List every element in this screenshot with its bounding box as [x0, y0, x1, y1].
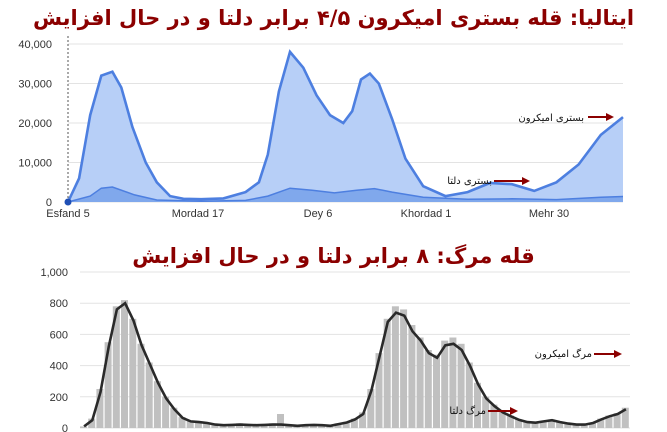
chart2-y-tick-label: 400	[50, 361, 68, 373]
chart2-bar	[621, 407, 629, 428]
chart2-bar	[145, 362, 153, 428]
chart2-bar	[556, 421, 564, 428]
chart2-bar	[523, 421, 531, 428]
chart2-bar	[572, 424, 580, 428]
chart2-bar	[194, 421, 202, 428]
watermark-logo	[623, 345, 661, 415]
chart2-bar	[482, 396, 490, 428]
chart2-bar	[416, 337, 424, 428]
chart2-average-line	[83, 301, 627, 428]
chart2-bar	[129, 318, 137, 428]
chart1-annotation-omicron: بستری امیکرون	[518, 113, 584, 124]
chart1-x-tick-label: Esfand 5	[46, 208, 89, 220]
chart2-bar	[400, 309, 408, 428]
chart2-y-tick-label: 800	[50, 298, 68, 310]
chart2-bar	[203, 422, 211, 428]
chart2-bar	[613, 413, 621, 428]
chart2-bar	[334, 423, 342, 428]
chart2-bar	[170, 407, 178, 428]
chart2-bar	[104, 342, 112, 428]
chart2-bar	[375, 353, 383, 428]
chart2-bar	[490, 404, 498, 428]
chart2-annotation-omicron-arrow-head	[614, 350, 622, 358]
chart2-bar	[515, 419, 523, 428]
chart1-y-tick-label: 40,000	[18, 39, 52, 51]
chart2-bar	[589, 422, 596, 428]
chart2-bar	[424, 350, 432, 428]
chart2-bar	[367, 389, 375, 428]
chart1-x-tick-label: Khordad 1	[401, 208, 452, 220]
chart2-y-tick-label: 200	[50, 392, 68, 404]
chart2-bar	[178, 417, 186, 428]
chart2-bar	[449, 337, 457, 428]
chart1-series-area-1	[68, 187, 623, 202]
chart2-y-tick-label: 0	[62, 423, 68, 432]
chart1-y-tick-label: 30,000	[18, 79, 52, 91]
chart2-bar	[465, 362, 473, 428]
chart2-bar	[383, 318, 391, 428]
chart2-bar	[580, 424, 588, 428]
chart2-bar	[186, 421, 194, 428]
chart2-bar	[137, 343, 145, 428]
chart2-bar	[498, 410, 506, 428]
chart2-bar	[531, 422, 539, 428]
chart2-bar	[359, 412, 367, 428]
chart2-bar	[162, 396, 170, 428]
chart2-bar	[506, 415, 514, 428]
chart1-x-tick-label: Mordad 17	[172, 208, 225, 220]
chart2-bar	[96, 389, 104, 428]
chart2-bar	[474, 382, 481, 428]
chart2-bar	[153, 381, 161, 428]
chart2-bar	[80, 426, 87, 428]
chart2-bar	[564, 423, 572, 428]
chart1-y-tick-label: 10,000	[18, 158, 52, 170]
chart2-bar	[547, 419, 555, 428]
chart2-bar	[88, 418, 96, 428]
chart1-series-area-0	[68, 51, 623, 203]
chart2-bar	[539, 421, 547, 428]
chart2-bar	[457, 343, 465, 428]
chart2-title: قله مرگ: ۸ برابر دلتا و در حال افزایش	[132, 244, 535, 268]
chart2-bar	[441, 340, 449, 428]
chart2-bar	[391, 306, 399, 428]
chart1-series-line-0	[66, 49, 624, 203]
chart1-annotation-delta: بستری دلتا	[447, 176, 492, 187]
chart1-start-point	[64, 198, 72, 206]
chart2-bar	[211, 424, 219, 428]
chart1-series-line-1	[67, 186, 624, 203]
chart1-annotation-omicron-arrow-head	[606, 113, 614, 121]
chart2-bar	[112, 306, 120, 428]
chart2-annotation-delta: مرگ دلتا	[449, 404, 486, 417]
chart2-annotation-delta-arrow-head	[510, 407, 518, 415]
chart2-annotation-omicron: مرگ امیکرون	[535, 347, 592, 360]
chart2-bar	[121, 300, 128, 428]
chart2-bar	[350, 418, 358, 428]
chart1-x-tick-label: Mehr 30	[529, 208, 569, 220]
chart2-bar	[408, 325, 416, 428]
chart2-bar	[597, 418, 605, 428]
chart2-bar	[277, 414, 284, 428]
chart2-y-tick-label: 1,000	[40, 267, 68, 279]
chart2-bar	[342, 421, 350, 428]
chart1-x-tick-label: Dey 6	[304, 208, 333, 220]
chart1-y-tick-label: 0	[46, 197, 52, 209]
chart1-title: ایتالیا: قله بستری امیکرون ۴/۵ برابر دلت…	[32, 6, 635, 30]
chart1-annotation-delta-arrow-head	[522, 177, 530, 185]
chart2-y-tick-label: 600	[50, 329, 68, 341]
chart2-bar	[605, 415, 613, 428]
chart2-bar	[433, 354, 440, 428]
chart1-y-tick-label: 20,000	[18, 118, 52, 130]
